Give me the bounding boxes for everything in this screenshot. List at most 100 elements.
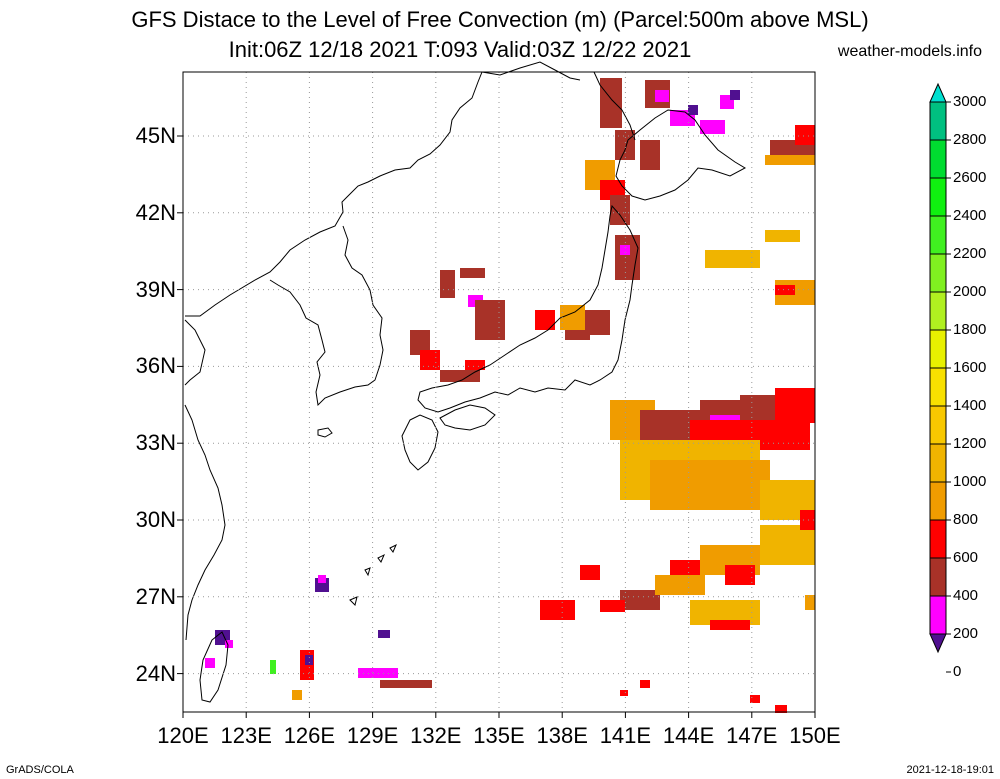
lfc-cell [620, 245, 630, 255]
lfc-cell [600, 600, 625, 612]
lon-tick-label: 132E [410, 723, 462, 748]
coastline-china-east [184, 404, 226, 641]
colorbar-label: 2600 [953, 169, 987, 186]
colorbar-label: 2000 [953, 283, 987, 300]
lfc-cell [650, 460, 770, 510]
lfc-cell [585, 310, 610, 335]
colorbar-swatch [929, 443, 947, 483]
lon-tick-label: 126E [283, 723, 336, 748]
lfc-cell [765, 230, 800, 242]
lfc-cell [318, 575, 326, 583]
lfc-cell [688, 105, 698, 115]
colorbar-label: 600 [953, 549, 979, 566]
colorbar-swatch [929, 101, 947, 141]
lat-tick-label: 27N [135, 583, 176, 609]
lfc-cell [540, 600, 575, 620]
lfc-cell [410, 330, 430, 355]
colorbar-swatch [929, 557, 947, 597]
lfc-cell [725, 565, 755, 585]
colorbar-top-arrow [929, 82, 947, 103]
lfc-cell [358, 668, 398, 678]
colorbar-label: 200 [953, 625, 979, 642]
lon-tick-label: 138E [536, 723, 588, 748]
colorbar-swatch [929, 215, 947, 255]
lfc-cell [580, 565, 600, 580]
credit-text: weather-models.info [837, 43, 982, 60]
colorbar-label: 400 [953, 587, 979, 604]
colorbar-label: 1600 [953, 359, 987, 376]
lfc-cell [655, 90, 669, 102]
coastline-korea [185, 71, 483, 317]
lat-tick-label: 30N [135, 507, 176, 532]
lfc-cell [640, 140, 660, 170]
lfc-field [205, 78, 815, 713]
lon-tick-label: 135E [473, 723, 525, 748]
lfc-cell [535, 310, 555, 330]
lfc-cell [655, 575, 705, 595]
lon-tick-label: 141E [599, 723, 652, 748]
map-title: GFS Distace to the Level of Free Convect… [131, 7, 869, 32]
lat-tick-label: 36N [135, 353, 176, 379]
lfc-cell [800, 510, 815, 530]
map-subtitle: Init:06Z 12/18 2021 T:093 Valid:03Z 12/2… [228, 37, 692, 62]
lon-tick-label: 120E [157, 723, 209, 748]
coastline-jeju [317, 427, 333, 438]
lon-tick-label: 150E [789, 723, 841, 748]
lfc-cell [710, 620, 750, 630]
lat-tick-label: 39N [135, 276, 176, 302]
colorbar-label: 2800 [953, 131, 987, 148]
coastline-russia [481, 61, 581, 81]
footer-timestamp: 2021-12-18-19:01 [906, 764, 994, 776]
coastline-korea-peninsula [269, 225, 384, 407]
lfc-cell [600, 78, 622, 128]
lfc-cell [475, 300, 505, 340]
colorbar-swatch [929, 519, 947, 559]
lfc-cell [670, 560, 700, 575]
lfc-cell [560, 305, 585, 330]
colorbar-swatch [929, 405, 947, 445]
lon-tick-label: 129E [346, 723, 399, 748]
colorbar-label: 1200 [953, 435, 987, 452]
coastline-yellow-sea [184, 319, 206, 386]
lfc-cell [805, 595, 815, 610]
colorbar-swatch [929, 595, 947, 635]
lfc-cell [620, 690, 628, 696]
lfc-cell [760, 525, 815, 565]
colorbar-label: 0 [953, 663, 962, 680]
lfc-cell [440, 370, 480, 382]
lfc-cell [205, 658, 215, 668]
lat-tick-label: 33N [135, 430, 176, 456]
lfc-cell [705, 250, 760, 268]
lon-tick-label: 147E [726, 723, 778, 748]
coastline-kyushu [401, 414, 439, 471]
lfc-cell [460, 268, 485, 278]
lfc-cell [378, 630, 390, 638]
colorbar-label: 1000 [953, 473, 987, 490]
colorbar-swatch [929, 253, 947, 293]
coastline-honshu [417, 204, 639, 413]
lfc-cell [465, 360, 485, 370]
lfc-cell [775, 388, 815, 423]
graticule [183, 72, 815, 712]
lfc-cell [775, 285, 795, 295]
colorbar-label: 1400 [953, 397, 987, 414]
coastline-sakhalin [593, 71, 636, 141]
lfc-cell [730, 90, 740, 100]
colorbar-swatch [929, 291, 947, 331]
lfc-cell [640, 680, 650, 688]
colorbar-swatch [929, 481, 947, 521]
colorbar-label: 2200 [953, 245, 987, 262]
lfc-cell [270, 660, 276, 674]
lfc-cell [565, 330, 590, 340]
lat-tick-label: 42N [135, 199, 176, 225]
lfc-cell [292, 690, 302, 700]
coastline-shikoku [439, 404, 496, 431]
axis-ticks [177, 135, 816, 718]
lfc-cell [795, 125, 815, 145]
lfc-cell [380, 680, 432, 688]
lfc-cell [225, 640, 233, 648]
coastline-taiwan [199, 631, 229, 703]
colorbar-label: 3000 [953, 93, 987, 110]
lfc-cell [305, 655, 313, 665]
